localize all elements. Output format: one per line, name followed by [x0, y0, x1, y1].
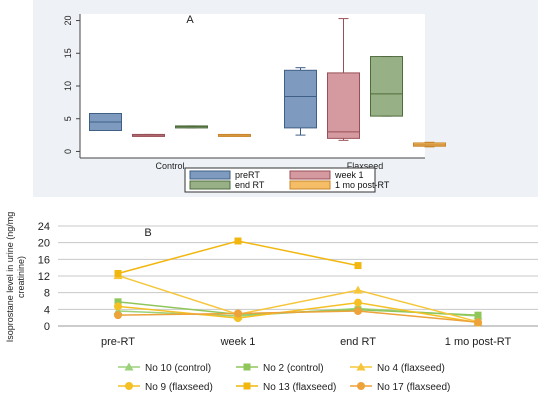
- marker-circle: [354, 298, 362, 307]
- y-tick-label-a: 5: [63, 116, 73, 121]
- marker-triangle: [356, 362, 366, 371]
- y-tick-label-b: 0: [44, 321, 50, 333]
- marker-triangle: [353, 285, 363, 294]
- box-week-1: [327, 18, 360, 141]
- marker-square: [114, 298, 122, 306]
- series-line: [117, 240, 359, 275]
- y-tick-label-b: 4: [44, 304, 50, 316]
- y-tick-label-a: 15: [63, 48, 73, 58]
- series-line: [117, 310, 479, 323]
- legend-a-swatch: [189, 170, 231, 180]
- marker-square: [474, 311, 482, 319]
- box-1-mo-post-rt: [218, 133, 251, 137]
- legend-a-label: 1 mo post-RT: [335, 180, 390, 190]
- y-tick-label-b: 24: [38, 221, 50, 233]
- marker-square: [234, 237, 242, 245]
- y-tick-label-b: 12: [38, 271, 50, 283]
- y-tick-label-b: 8: [44, 288, 50, 300]
- y-tick-label-b: 20: [38, 238, 50, 250]
- marker-circle: [114, 311, 122, 320]
- marker-circle: [234, 309, 242, 318]
- legend-a-label: preRT: [235, 170, 260, 180]
- box-body: [284, 69, 317, 129]
- box-end-rt: [175, 125, 208, 129]
- marker-triangle: [124, 362, 134, 371]
- legend-b-label: No 4 (flaxseed): [377, 363, 445, 374]
- box-end-rt: [370, 56, 403, 117]
- marker-square: [114, 270, 122, 277]
- marker-square: [243, 363, 251, 371]
- y-tick-label-a: 0: [63, 149, 73, 154]
- legend-b-label: No 9 (flaxseed): [145, 382, 213, 393]
- box-week-1: [132, 133, 165, 137]
- legend-a-swatch: [189, 180, 231, 190]
- series-no-13-flaxseed-: [114, 237, 362, 277]
- marker-square: [243, 382, 251, 390]
- x-category-label-b: week 1: [220, 336, 256, 348]
- legend-b-label: No 17 (flaxseed): [377, 382, 450, 393]
- marker-circle: [354, 307, 362, 315]
- series-no-17-flaxseed-: [114, 307, 482, 327]
- legend-a-label: week 1: [334, 170, 364, 180]
- y-tick-label-a: 20: [63, 16, 73, 26]
- box-body: [327, 72, 360, 139]
- box-prert: [89, 112, 122, 132]
- panel-label-a: A: [186, 14, 194, 26]
- y-tick-label-a: 10: [63, 81, 73, 91]
- box-prert: [284, 67, 317, 136]
- legend-b-label: No 10 (control): [145, 363, 211, 374]
- marker-circle: [114, 302, 122, 311]
- y-tick-label-b: 16: [38, 254, 50, 266]
- legend-a-swatch: [289, 170, 331, 180]
- x-category-label-a: Flaxseed: [347, 161, 384, 171]
- legend-a-swatch: [289, 180, 331, 190]
- marker-square: [354, 262, 362, 270]
- marker-circle: [474, 318, 482, 327]
- legend-a-label: end RT: [235, 180, 265, 190]
- panel-label-b: B: [144, 227, 151, 239]
- y-axis-title-b: Isoprostane level in urine (ng/mgcreatin…: [5, 212, 26, 343]
- legend-b-label: No 2 (control): [263, 363, 324, 374]
- x-category-label-b: pre-RT: [101, 336, 135, 348]
- series-line: [117, 274, 479, 323]
- box-body: [370, 56, 403, 117]
- marker-circle: [125, 382, 133, 390]
- box-1-mo-post-rt: [413, 141, 446, 148]
- x-category-label-b: 1 mo post-RT: [445, 336, 512, 348]
- legend-b-label: No 13 (flaxseed): [263, 382, 336, 393]
- series-line: [117, 301, 479, 324]
- x-category-label-b: end RT: [340, 336, 376, 348]
- x-category-label-a: Control: [155, 161, 184, 171]
- marker-circle: [357, 382, 365, 390]
